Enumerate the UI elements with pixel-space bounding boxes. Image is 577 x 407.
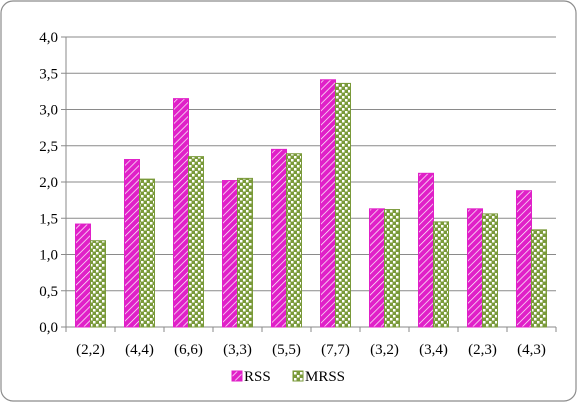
bar-rss-3 [222, 180, 238, 328]
bar-rss-9 [516, 190, 532, 328]
x-tick-label: (2,2) [76, 342, 105, 358]
legend-item-mrss: MRSS [292, 369, 345, 385]
bar-mrss-3 [237, 177, 253, 328]
bar-rss-2 [173, 98, 189, 328]
y-tick-label: 0,5 [39, 284, 58, 300]
bar-rss-4 [271, 148, 287, 328]
y-tick-label: 3,5 [39, 66, 58, 82]
bar-rss-7 [418, 172, 434, 328]
y-tick-label: 2,0 [39, 175, 58, 191]
bar-rss-1 [124, 159, 140, 328]
x-tick-label: (3,3) [223, 342, 252, 358]
x-tick-label: (3,4) [419, 342, 448, 358]
y-tick-label: 0,0 [39, 320, 58, 336]
x-tick-labels: (2,2) (4,4) (6,6) (3,3) (5,5) (7,7) (3,2) (3,4)… [76, 342, 546, 358]
legend-item-rss: RSS [231, 369, 271, 385]
bar-mrss-6 [384, 209, 400, 328]
x-tick-label: (2,3) [468, 342, 497, 358]
bars [75, 79, 547, 328]
y-tick-label: 3,0 [39, 103, 58, 119]
legend-swatch [231, 370, 243, 382]
x-tick-label: (4,3) [517, 342, 546, 358]
y-tick-labels: 0,0 0,5 1,0 1,5 2,0 2,5 3,0 3,5 4,0 [39, 30, 58, 336]
y-tick-label: 4,0 [39, 30, 58, 46]
bar-mrss-9 [531, 229, 547, 328]
bar-rss-0 [75, 223, 91, 328]
legend: RSS MRSS [231, 369, 345, 385]
bar-mrss-5 [335, 82, 351, 328]
bar-mrss-2 [188, 156, 204, 328]
bar-rss-8 [467, 208, 483, 328]
x-tick-label: (3,2) [370, 342, 399, 358]
y-tick-label: 2,5 [39, 139, 58, 155]
bar-rss-5 [320, 79, 336, 328]
bar-mrss-7 [433, 221, 449, 328]
x-tick-label: (6,6) [174, 342, 203, 358]
bar-mrss-1 [139, 178, 155, 328]
y-tick-label: 1,0 [39, 248, 58, 264]
legend-label: MRSS [305, 369, 345, 385]
y-tick-label: 1,5 [39, 211, 58, 227]
x-tick-label: (7,7) [321, 342, 350, 358]
legend-label: RSS [244, 369, 271, 385]
bar-mrss-0 [90, 240, 106, 328]
x-tick-label: (4,4) [125, 342, 154, 358]
legend-swatch [292, 370, 304, 382]
bar-mrss-8 [482, 213, 498, 328]
bar-mrss-4 [286, 153, 302, 328]
x-tick-label: (5,5) [272, 342, 301, 358]
bar-rss-6 [369, 208, 385, 328]
